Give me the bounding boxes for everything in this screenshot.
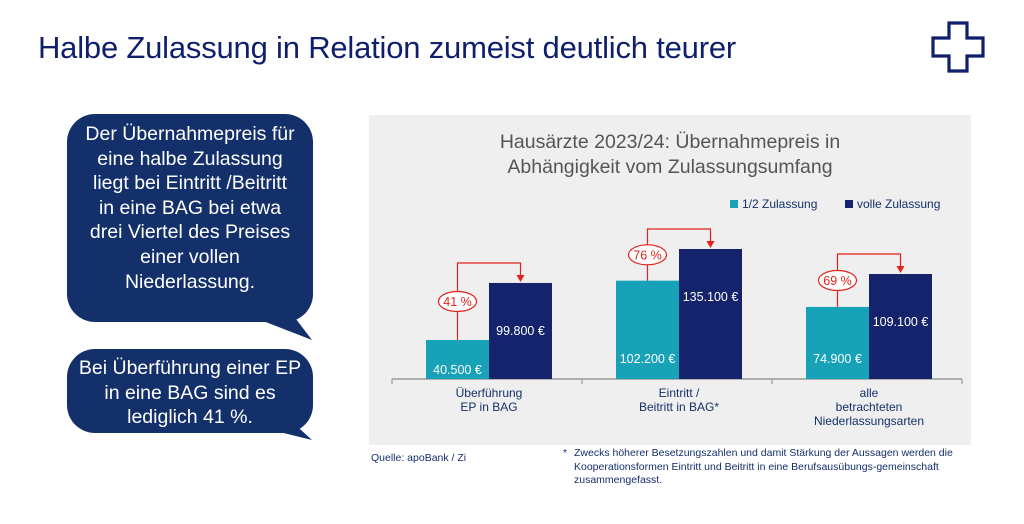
category-label: EP in BAG [460,400,517,414]
legend-swatch [845,200,853,208]
chart-title: Hausärzte 2023/24: Übernahmepreis in [500,131,840,153]
bar [806,306,869,379]
legend-label: 1/2 Zulassung [742,197,817,211]
chart-title: Abhängigkeit vom Zulassungsumfang [507,156,832,178]
footnote-text: Zwecks höherer Besetzungszahlen und dami… [574,447,953,486]
bar-chart: Hausärzte 2023/24: Übernahmepreis in Abhä… [391,131,963,428]
source-note: Quelle: apoBank / Zi [371,452,467,464]
bar-value-label: 109.100 € [873,315,929,329]
ratio-label: 76 % [633,248,662,262]
category-label: Niederlassungsarten [814,414,924,428]
ratio-label: 41 % [443,295,472,309]
category-label: Eintritt / [659,386,700,400]
ratio-label: 69 % [823,274,852,288]
ratio-badge [627,244,668,266]
category-label: Beitritt in BAG* [639,400,719,414]
legend-swatch [730,200,738,208]
bar-value-label: 99.800 € [496,324,545,338]
bar [426,340,489,379]
bar [869,274,932,379]
cross-outline-logo-icon [931,21,985,73]
ratio-arrowhead [706,241,715,248]
bar-value-label: 74.900 € [813,352,862,366]
callout-bubble-summary: Der Übernahmepreis für eine halbe Zulass… [67,114,313,322]
ratio-badge [437,290,478,313]
bar [679,249,742,379]
category-label: betrachteten [836,400,903,414]
footnote-mark: * [563,447,568,459]
ratio-badge [817,269,858,292]
footnote: * Zwecks höherer Besetzungszahlen und da… [563,447,983,488]
legend-label: volle Zulassung [857,197,940,211]
page-title: Halbe Zulassung in Relation zumeist deut… [38,30,737,65]
category-label: Überführung [456,386,523,400]
callout-text: Bei Überführung einer EP in eine BAG sin… [78,357,302,429]
ratio-arrowhead [516,274,525,282]
chart-panel: Hausärzte 2023/24: Übernahmepreis in Abhä… [369,115,971,445]
ratio-arrowhead [896,266,905,274]
bar-value-label: 135.100 € [683,290,739,304]
bar-value-label: 40.500 € [433,363,482,377]
callout-bubble-ep: Bei Überführung einer EP in eine BAG sin… [67,349,313,433]
bar [616,280,679,379]
category-label: alle [860,386,879,400]
bar-value-label: 102.200 € [620,352,676,366]
bar [489,282,552,379]
callout-text: Der Übernahmepreis für eine halbe Zulass… [85,123,295,293]
